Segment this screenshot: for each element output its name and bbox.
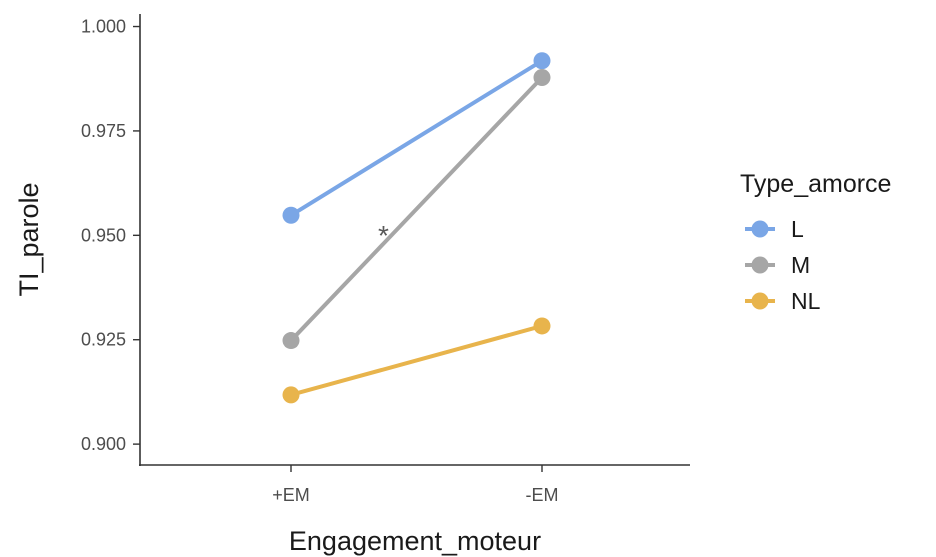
legend-key-point [751,256,769,274]
legend-label: NL [791,288,821,314]
data-point-L [282,206,300,224]
y-tick-label: 0.975 [81,121,126,141]
y-tick-label: 0.900 [81,434,126,454]
x-tick-label: +EM [272,485,310,505]
y-tick-label: 0.950 [81,225,126,245]
data-point-M [533,68,551,86]
legend-title: Type_amorce [740,170,891,198]
y-tick-label: 1.000 [81,17,126,37]
data-point-NL [533,317,551,335]
significance-annotation: * [378,220,389,251]
data-point-L [533,52,551,70]
legend-label: L [791,216,804,242]
series-line-NL [289,323,544,397]
legend-label: M [791,252,810,278]
series-line-M [289,75,544,343]
x-axis-title: Engagement_moteur [289,526,541,556]
data-point-M [282,332,300,350]
series-line-L [289,58,544,218]
data-point-NL [282,386,300,404]
legend-key-point [751,292,769,310]
y-tick-label: 0.925 [81,330,126,350]
legend-key-point [751,220,769,238]
x-tick-label: -EM [526,485,559,505]
y-axis-title: TI_parole [14,182,44,296]
